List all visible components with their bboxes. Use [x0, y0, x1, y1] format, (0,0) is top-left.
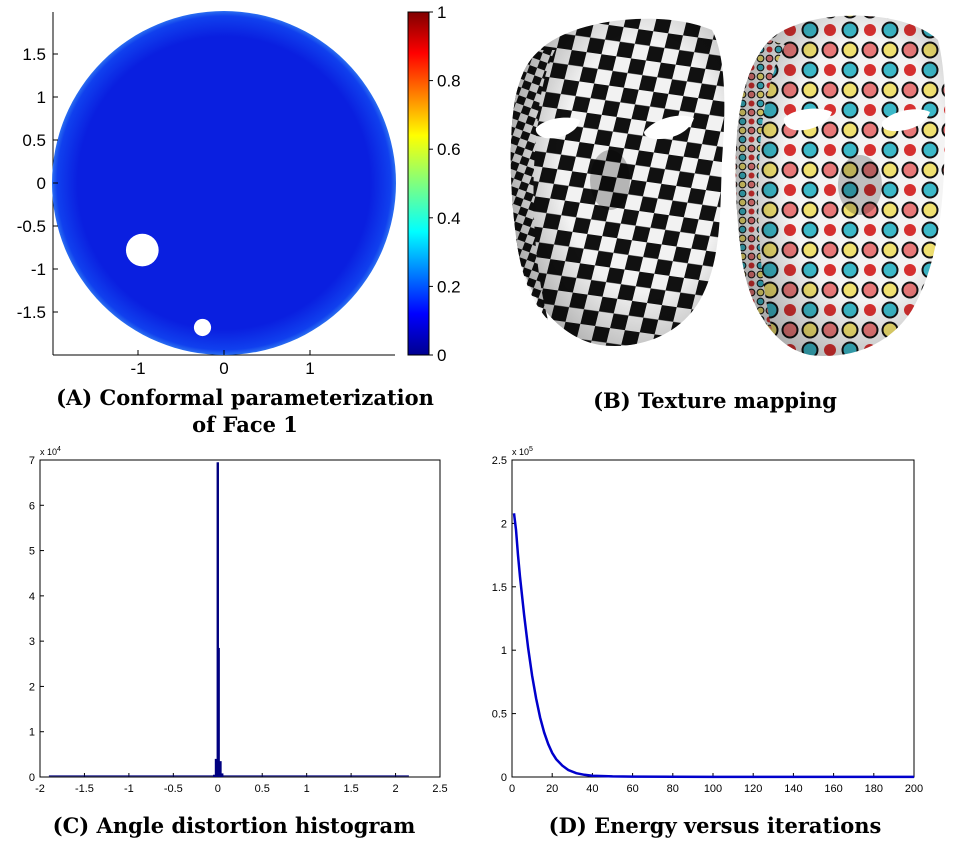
a-xtick-label: 0: [219, 359, 228, 378]
c-xtick-label: 2: [392, 783, 398, 795]
caption-c: (C) Angle distortion histogram: [52, 813, 416, 838]
a-ytick-label: 0: [37, 174, 46, 193]
d-ytick-label: 1: [501, 645, 507, 657]
d-exponent-label: x 105: [512, 446, 533, 457]
left-eye-hole-2: [783, 108, 832, 131]
histogram-bar: [213, 774, 216, 777]
a-ytick-label: -1: [31, 260, 46, 279]
parameterization-disk: [52, 11, 396, 355]
colorbar-tick-label: 0.8: [437, 72, 461, 91]
c-xtick-label: 1: [304, 783, 310, 795]
d-xtick-label: 180: [865, 783, 883, 795]
caption-a-line1: (A) Conformal parameterization: [56, 385, 434, 410]
c-xtick-label: 1.5: [343, 783, 358, 795]
d-ytick-label: 0: [501, 772, 507, 784]
c-ytick-label: 7: [29, 455, 35, 467]
d-xtick-label: 140: [784, 783, 802, 795]
c-xtick-label: -2: [35, 783, 45, 795]
histogram-bar: [216, 462, 219, 777]
a-ytick-label: -1.5: [17, 303, 46, 322]
panel-d-chart: x 105 0 20 40 60 80 100 120 140 160 180 200 0 0.5 1 1…: [492, 446, 923, 795]
c-ytick-label: 4: [29, 591, 35, 603]
a-xtick-label: -1: [130, 359, 145, 378]
colorbar-tick-label: 1: [437, 3, 446, 22]
c-ytick-label: 3: [29, 636, 35, 648]
caption-d: (D) Energy versus iterations: [548, 813, 882, 838]
caption-b: (B) Texture mapping: [593, 388, 837, 413]
c-ytick-label: 5: [29, 546, 35, 558]
c-ytick-label: 1: [29, 727, 35, 739]
d-xtick-label: 160: [824, 783, 842, 795]
c-ytick-label: 0: [29, 772, 35, 784]
d-xtick-label: 200: [905, 783, 923, 795]
d-ytick-label: 2.5: [492, 455, 507, 467]
d-xtick-label: 80: [667, 783, 679, 795]
histogram-bar: [214, 758, 218, 777]
right-eye-hole-2: [881, 109, 930, 132]
d-ytick-label: 1.5: [492, 582, 507, 594]
a-xtick-label: 1: [305, 359, 314, 378]
a-ytick-label: 1.5: [22, 45, 46, 64]
d-xtick-label: 60: [626, 783, 638, 795]
c-ytick-label: 6: [29, 500, 35, 512]
caption-a-line2: of Face 1: [192, 412, 298, 437]
panel-c-chart: x 104 -2 -1.5 -1 -0.5 0 0.5 1 1.5 2 2.5 0 1 2 3 4 5 6 7: [29, 446, 448, 795]
colorbar-tick-label: 0: [437, 346, 446, 365]
c-xtick-label: -0.5: [164, 783, 183, 795]
c-ytick-label: 2: [29, 681, 35, 693]
c-xtick-label: 2.5: [432, 783, 447, 795]
histogram-bar: [217, 647, 220, 777]
checkerboard-face: [510, 18, 725, 346]
panel-b-texture-mapping: [510, 15, 946, 356]
d-xtick-label: 100: [704, 783, 722, 795]
c-xtick-label: 0: [215, 783, 221, 795]
polka-dot-face: [735, 15, 946, 356]
energy-series-line: [512, 513, 914, 779]
c-exponent-label: x 104: [40, 446, 61, 457]
panel-a-chart: -1 0 1 1.5 1 0.5 0 -0.5 -1 -1.5 0 0.2 0.4 0.6 0.8 1: [17, 3, 461, 378]
a-ytick-label: 0.5: [22, 131, 46, 150]
a-ytick-label: 1: [37, 88, 46, 107]
c-xtick-label: 0.5: [255, 783, 270, 795]
d-xtick-label: 20: [546, 783, 558, 795]
left-eye-hole: [535, 117, 580, 139]
colorbar-tick-label: 0.6: [437, 140, 461, 159]
disk-hole-1: [125, 233, 159, 267]
histogram-bar: [219, 761, 222, 777]
d-ytick-label: 0.5: [492, 709, 507, 721]
d-xtick-label: 120: [744, 783, 762, 795]
a-ytick-label: -0.5: [17, 217, 46, 236]
d-xtick-label: 40: [586, 783, 598, 795]
colorbar: [407, 11, 430, 356]
histogram-bar: [221, 773, 224, 777]
colorbar-tick-label: 0.2: [437, 277, 461, 296]
c-xtick-label: -1: [124, 783, 134, 795]
disk-hole-2: [193, 318, 212, 337]
c-plot-box: [39, 459, 441, 778]
c-xtick-label: -1.5: [75, 783, 94, 795]
caption-a: (A) Conformal parameterization of Face 1: [20, 384, 470, 438]
d-ytick-label: 2: [501, 518, 507, 530]
colorbar-tick-label: 0.4: [437, 209, 461, 228]
d-xtick-label: 0: [509, 783, 515, 795]
right-eye-hole: [644, 115, 694, 140]
d-plot-box: [511, 459, 915, 778]
